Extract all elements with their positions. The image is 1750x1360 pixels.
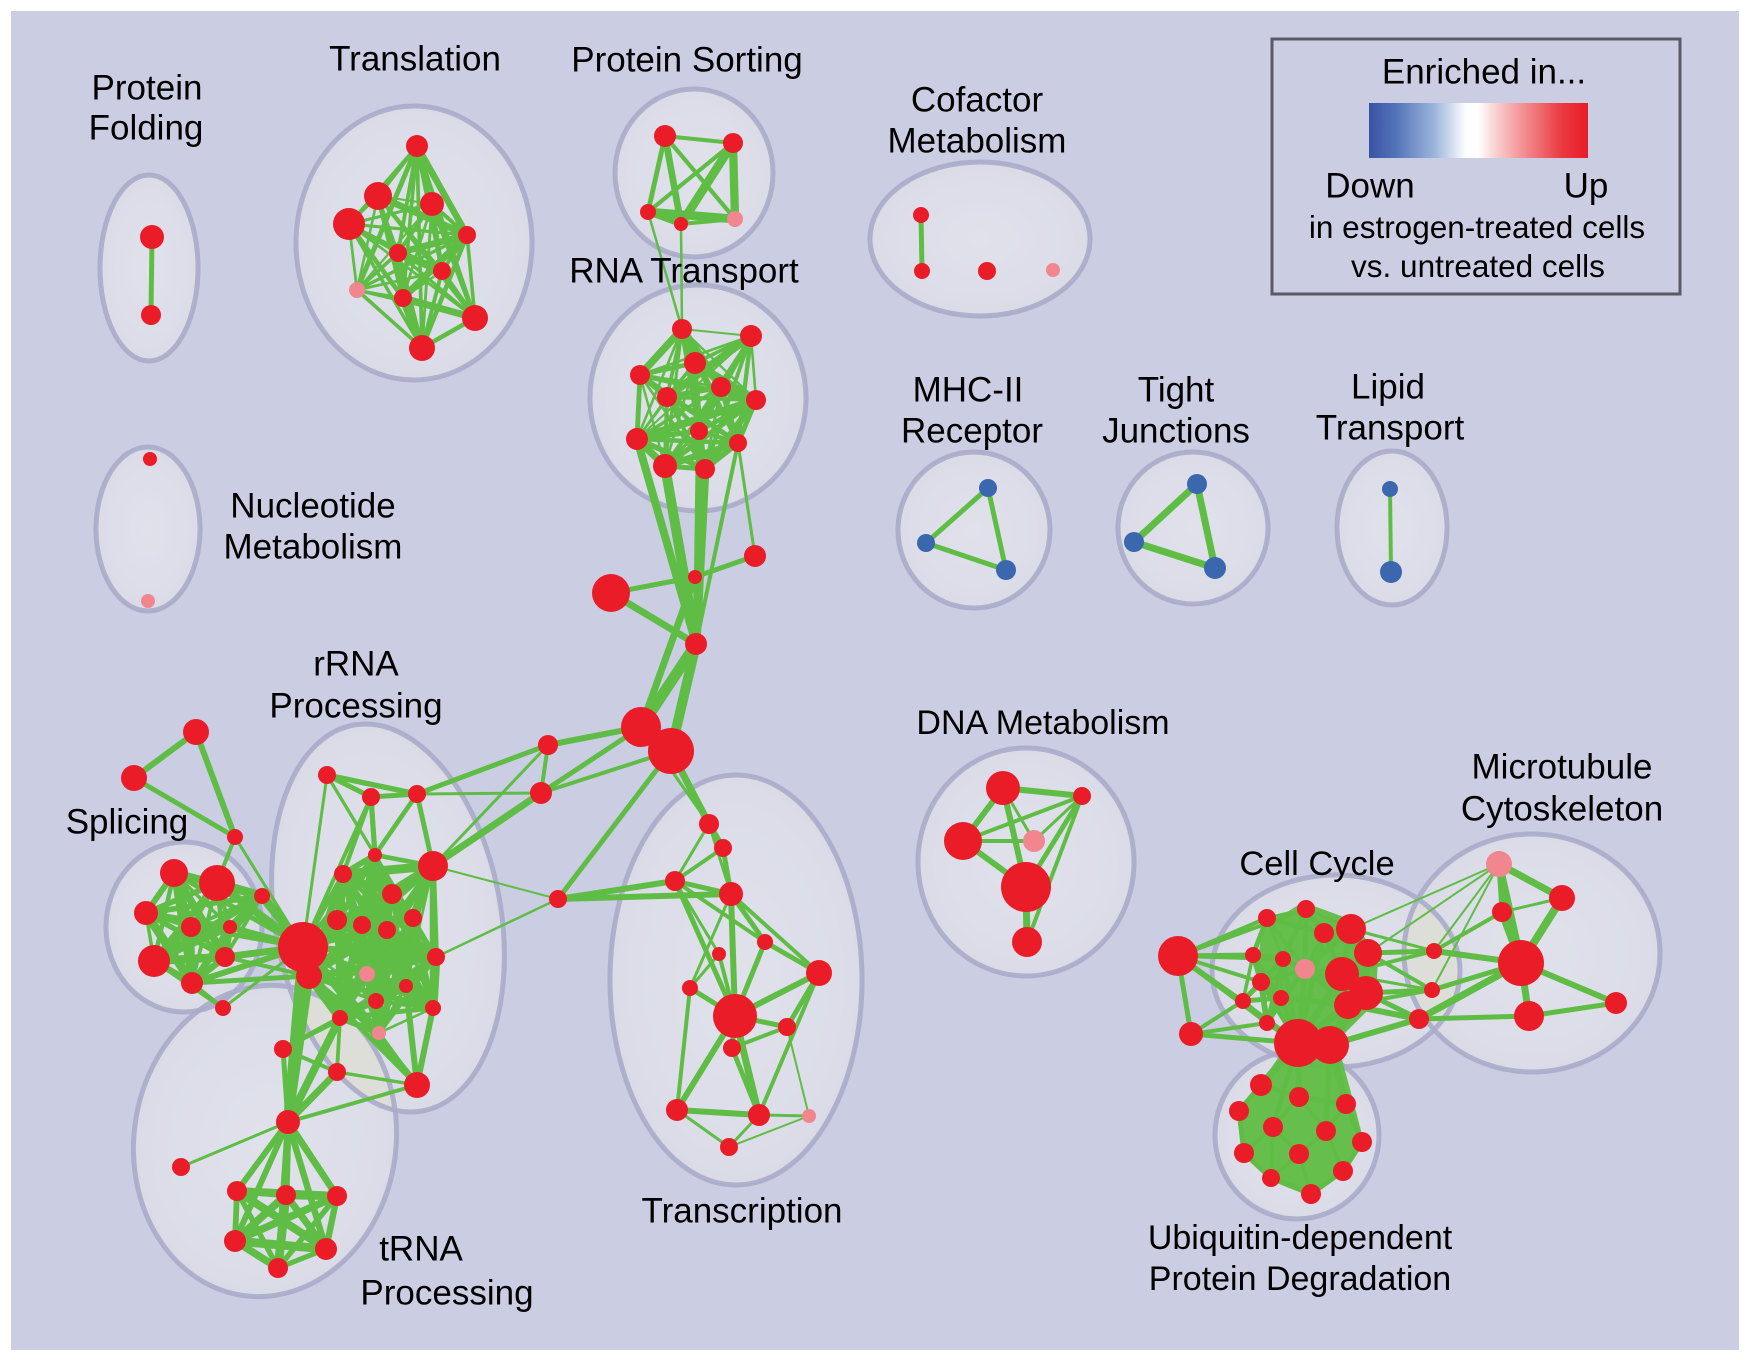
svg-text:Microtubule: Microtubule bbox=[1472, 748, 1653, 787]
svg-text:Folding: Folding bbox=[89, 109, 204, 148]
svg-text:Metabolism: Metabolism bbox=[888, 122, 1067, 161]
svg-text:Up: Up bbox=[1564, 167, 1609, 206]
svg-text:Protein Sorting: Protein Sorting bbox=[571, 41, 803, 80]
svg-text:DNA Metabolism: DNA Metabolism bbox=[916, 704, 1169, 742]
svg-text:Ubiquitin-dependent: Ubiquitin-dependent bbox=[1148, 1219, 1453, 1257]
svg-text:Tight: Tight bbox=[1138, 371, 1215, 410]
svg-text:Enriched in...: Enriched in... bbox=[1382, 53, 1586, 92]
svg-text:Transport: Transport bbox=[1316, 409, 1465, 448]
svg-text:Metabolism: Metabolism bbox=[224, 528, 403, 567]
svg-text:MHC-II: MHC-II bbox=[913, 371, 1024, 410]
svg-text:rRNA: rRNA bbox=[313, 645, 399, 684]
svg-text:Processing: Processing bbox=[360, 1274, 533, 1313]
svg-text:vs. untreated cells: vs. untreated cells bbox=[1351, 248, 1605, 284]
svg-text:in estrogen-treated cells: in estrogen-treated cells bbox=[1309, 209, 1645, 245]
svg-text:Processing: Processing bbox=[269, 687, 442, 726]
svg-text:Transcription: Transcription bbox=[642, 1192, 843, 1231]
svg-text:Splicing: Splicing bbox=[66, 803, 189, 842]
svg-text:Junctions: Junctions bbox=[1102, 412, 1250, 451]
svg-text:Cofactor: Cofactor bbox=[911, 81, 1044, 120]
svg-text:tRNA: tRNA bbox=[379, 1230, 463, 1269]
svg-text:Lipid: Lipid bbox=[1351, 368, 1425, 407]
svg-text:Down: Down bbox=[1325, 167, 1414, 206]
svg-text:Protein: Protein bbox=[92, 69, 203, 108]
svg-text:Nucleotide: Nucleotide bbox=[230, 487, 395, 526]
svg-text:Receptor: Receptor bbox=[901, 412, 1043, 451]
svg-text:RNA Transport: RNA Transport bbox=[569, 252, 799, 291]
svg-text:Cytoskeleton: Cytoskeleton bbox=[1461, 790, 1663, 829]
svg-text:Protein Degradation: Protein Degradation bbox=[1149, 1260, 1451, 1298]
svg-text:Cell Cycle: Cell Cycle bbox=[1239, 845, 1394, 883]
svg-text:Translation: Translation bbox=[329, 40, 501, 79]
